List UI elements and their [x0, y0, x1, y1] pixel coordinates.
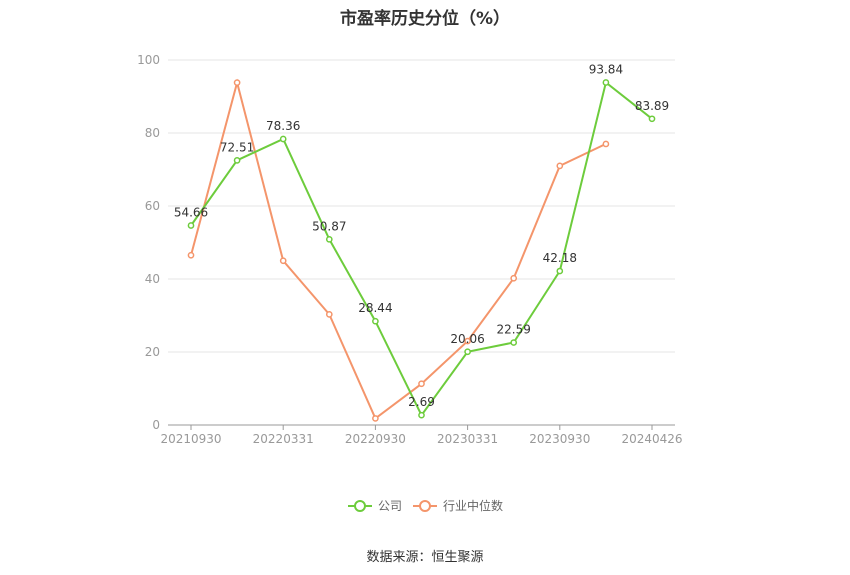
- data-source: 数据来源：恒生聚源: [366, 550, 484, 565]
- data-label: 22.59: [497, 323, 531, 337]
- x-tick-label: 20220331: [253, 432, 314, 446]
- data-point: [602, 79, 610, 86]
- x-tick-label: 20240426: [621, 432, 682, 446]
- data-point: [464, 348, 471, 356]
- data-point: [372, 415, 379, 422]
- data-point: [418, 380, 425, 388]
- x-tick-label: 20220930: [345, 432, 406, 446]
- data-point: [279, 257, 287, 265]
- data-point: [325, 235, 333, 243]
- y-tick-label: 80: [145, 126, 160, 140]
- legend-company-marker: [354, 500, 366, 512]
- data-label: 93.84: [589, 62, 623, 76]
- x-tick-label: 20230331: [437, 432, 498, 446]
- series-line-industry: [190, 78, 607, 420]
- chart-title: 市盈率历史分位（%）: [339, 9, 511, 29]
- y-tick-label: 100: [137, 53, 160, 67]
- data-point: [233, 79, 241, 86]
- data-point: [233, 156, 241, 164]
- data-point: [556, 162, 564, 170]
- y-tick-label: 0: [152, 418, 160, 432]
- data-label: 2.69: [408, 395, 435, 409]
- y-tick-label: 60: [145, 199, 160, 213]
- data-point: [648, 115, 656, 123]
- data-point: [510, 339, 518, 346]
- data-label: 54.66: [174, 205, 208, 219]
- data-label: 83.89: [635, 99, 669, 113]
- data-point: [418, 411, 425, 419]
- y-tick-label: 20: [145, 345, 160, 359]
- data-point: [556, 267, 564, 275]
- data-point: [602, 140, 610, 148]
- data-point: [372, 317, 379, 325]
- x-tick-label: 20210930: [160, 432, 221, 446]
- series-line-company: [190, 80, 653, 418]
- data-point: [464, 337, 471, 345]
- data-point: [187, 251, 195, 259]
- data-point: [510, 274, 518, 282]
- data-label: 42.18: [543, 251, 577, 265]
- data-label: 20.06: [450, 332, 484, 346]
- data-point: [279, 135, 287, 143]
- data-label: 72.51: [220, 140, 254, 154]
- data-label: 50.87: [312, 219, 346, 233]
- y-tick-label: 40: [145, 272, 160, 286]
- x-tick-label: 20230930: [529, 432, 590, 446]
- legend-industry-label: 行业中位数: [443, 498, 503, 513]
- legend-company-label: 公司: [378, 499, 402, 513]
- data-point: [187, 222, 195, 229]
- data-label: 28.44: [358, 301, 392, 315]
- data-point: [325, 311, 333, 318]
- legend-industry-marker: [419, 500, 431, 512]
- data-label: 78.36: [266, 119, 300, 133]
